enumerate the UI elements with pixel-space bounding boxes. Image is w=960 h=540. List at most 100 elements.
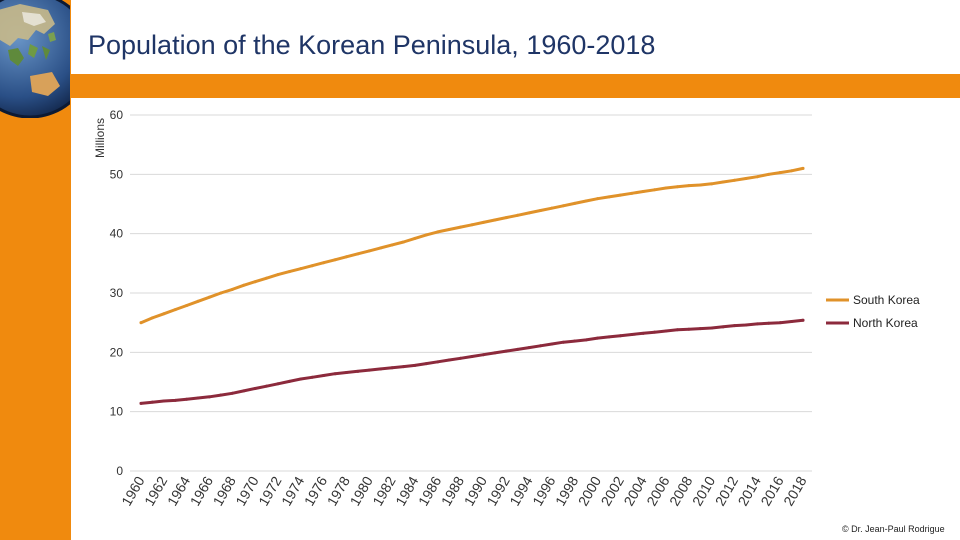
data-point [664,186,668,190]
data-point [630,191,634,195]
y-tick-label: 10 [110,405,124,419]
data-point [493,351,497,355]
x-tick-label: 1972 [255,473,285,508]
data-point [287,270,291,274]
data-point [402,240,406,244]
data-point [322,261,326,265]
y-tick-label: 50 [110,167,124,181]
data-point [207,395,211,399]
x-tick-label: 1994 [506,473,536,508]
data-point [744,176,748,180]
data-point [470,223,474,227]
data-point [447,228,451,232]
x-tick-label: 1992 [483,473,513,508]
title-underline-bar [71,74,960,98]
data-point [436,360,440,364]
data-point [561,204,565,208]
data-point [801,318,805,322]
data-point [767,321,771,325]
data-point [481,353,485,357]
data-point [550,342,554,346]
data-point [527,211,531,215]
data-point [755,322,759,326]
data-point [778,321,782,325]
data-point [721,180,725,184]
x-tick-label: 1970 [232,473,262,508]
data-point [344,371,348,375]
data-point [333,258,337,262]
data-point [596,197,600,201]
series-points-south-korea [139,166,805,325]
data-point [379,246,383,250]
y-axis-title: Millions [93,118,107,158]
data-point [287,379,291,383]
x-tick-label: 1998 [552,473,582,508]
x-tick-label: 1964 [164,473,194,508]
data-point [173,398,177,402]
x-tick-label: 1968 [209,473,239,508]
copyright-credit: © Dr. Jean-Paul Rodrigue [842,524,945,534]
data-point [641,331,645,335]
data-point [607,195,611,199]
data-point [162,399,166,403]
x-tick-label: 2006 [643,473,673,508]
x-tick-label: 1984 [392,473,422,508]
series-line-south-korea [139,166,805,325]
x-tick-label: 2018 [780,473,810,508]
data-point [493,218,497,222]
data-point [516,213,520,217]
data-point [516,347,520,351]
data-point [698,327,702,331]
data-point [618,193,622,197]
x-tick-label: 2010 [689,473,719,508]
data-point [596,336,600,340]
data-point [573,339,577,343]
data-point [276,273,280,277]
data-point [139,321,143,325]
x-tick-label: 1988 [438,473,468,508]
data-point [173,308,177,312]
data-point [379,367,383,371]
data-point [504,216,508,220]
data-point [390,243,394,247]
x-tick-label: 1982 [369,473,399,508]
x-tick-label: 1974 [278,473,308,508]
data-point [139,401,143,405]
x-tick-label: 1960 [118,473,148,508]
data-point [310,264,314,268]
data-point [413,363,417,367]
data-point [253,387,257,391]
data-point [790,169,794,173]
data-point [778,171,782,175]
series-line-north-korea [139,318,805,405]
x-tick-label: 2012 [712,473,742,508]
data-point [185,397,189,401]
data-point [527,346,531,350]
data-point [436,230,440,234]
data-point [219,393,223,397]
legend-label: North Korea [853,316,918,330]
data-point [150,316,154,320]
x-tick-label: 2016 [757,473,787,508]
data-point [344,255,348,259]
data-point [150,400,154,404]
x-tick-label: 2014 [735,473,765,508]
data-point [698,183,702,187]
data-point [265,276,269,280]
page-title: Population of the Korean Peninsula, 1960… [88,30,656,60]
data-point [470,354,474,358]
series-points-north-korea [139,318,805,405]
data-point [675,185,679,189]
data-point [447,358,451,362]
x-tick-label: 1996 [529,473,559,508]
data-point [196,396,200,400]
y-tick-label: 30 [110,286,124,300]
data-point [459,225,463,229]
x-tick-label: 1986 [415,473,445,508]
data-point [767,172,771,176]
data-point [573,201,577,205]
data-point [367,368,371,372]
data-point [230,287,234,291]
data-point [641,190,645,194]
